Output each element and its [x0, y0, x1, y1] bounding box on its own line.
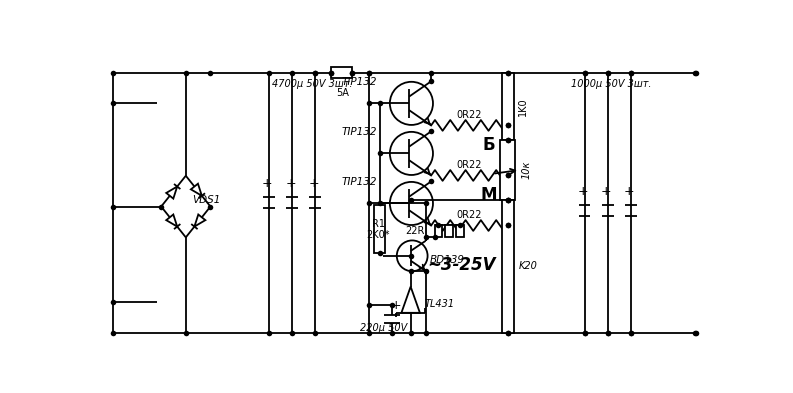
Text: 5A: 5A — [336, 88, 350, 97]
Text: 1K0: 1K0 — [519, 97, 528, 116]
Polygon shape — [194, 215, 205, 227]
Text: +: + — [601, 185, 611, 198]
Text: 2K0*: 2K0* — [366, 230, 390, 240]
Bar — [374, 205, 385, 253]
Polygon shape — [401, 286, 419, 313]
Bar — [456, 226, 464, 237]
Text: 4700μ 50V 3шт.: 4700μ 50V 3шт. — [272, 79, 353, 89]
Text: TIP132: TIP132 — [341, 177, 377, 187]
Text: K20: K20 — [519, 261, 538, 271]
Text: +: + — [285, 177, 296, 190]
Text: 0R22: 0R22 — [457, 110, 482, 120]
Text: R1: R1 — [372, 219, 385, 229]
Text: +: + — [308, 177, 319, 190]
Text: 1000μ 50V 3шт.: 1000μ 50V 3шт. — [571, 79, 651, 89]
Bar — [446, 226, 453, 237]
Text: VDS1: VDS1 — [192, 195, 220, 206]
Text: +: + — [624, 185, 634, 198]
Bar — [500, 140, 515, 200]
Bar — [501, 73, 514, 140]
Bar — [501, 200, 514, 333]
Bar — [331, 67, 352, 78]
Text: 0R22: 0R22 — [457, 211, 482, 220]
Text: BD139: BD139 — [430, 255, 465, 264]
Text: +: + — [262, 177, 273, 190]
Text: +: + — [578, 185, 588, 198]
Bar — [435, 226, 442, 237]
Text: 0R22: 0R22 — [457, 160, 482, 171]
Text: TIP132: TIP132 — [341, 127, 377, 137]
Text: TIP132: TIP132 — [341, 77, 377, 87]
Text: 10к: 10к — [522, 161, 531, 179]
Text: TL431: TL431 — [424, 299, 454, 309]
Text: Б: Б — [482, 136, 495, 154]
Polygon shape — [167, 215, 177, 227]
Text: 22R: 22R — [405, 226, 424, 236]
Polygon shape — [167, 187, 177, 198]
Text: 220μ 50V: 220μ 50V — [360, 323, 407, 333]
Text: +: + — [391, 299, 401, 312]
Polygon shape — [191, 184, 202, 196]
Text: М: М — [481, 186, 496, 204]
Text: ~3-25V: ~3-25V — [427, 256, 496, 274]
